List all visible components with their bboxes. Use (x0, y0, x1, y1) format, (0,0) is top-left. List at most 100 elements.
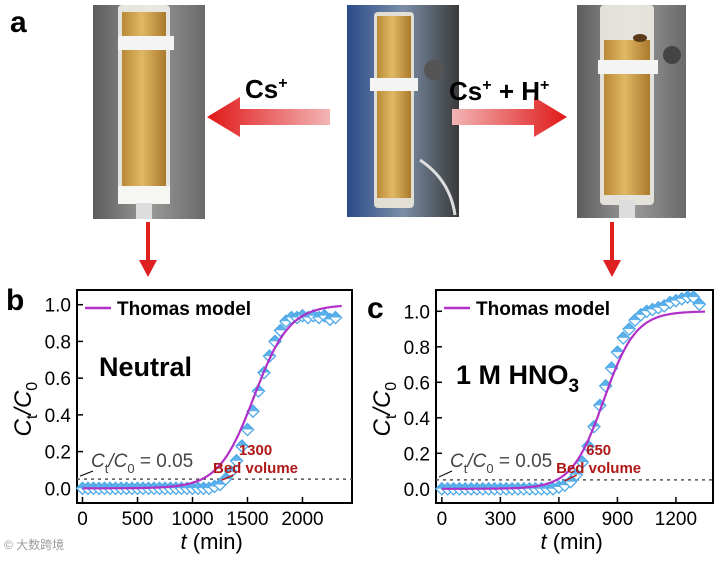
chart-b-marker-fill (269, 335, 281, 342)
chart-b-xlabel-part: (min) (187, 529, 243, 554)
chart-c-marker-fill (570, 468, 583, 475)
chart-c-thomas-curve (441, 310, 705, 490)
chart-c-xtick-label: 600 (543, 509, 575, 530)
chart-b-threshold-label: Ct/C0 = 0.05 (91, 451, 193, 476)
chart-b-ylabel-part: /C (10, 390, 37, 417)
arrow-left-label: Cs+ (245, 74, 288, 104)
chart-c-threshold-label-part: /C (465, 451, 486, 472)
chart-c-marker-fill (687, 291, 700, 298)
chart-b-ytick-label: 0.2 (45, 443, 71, 464)
watermark: © 大数跨境 (4, 538, 65, 552)
chart-b-frame (76, 289, 353, 504)
chart-b-threshold-label-part: C (91, 451, 105, 472)
chart-b-xtick-label: 1500 (226, 509, 268, 530)
chart-b-xtick-label: 1000 (171, 509, 213, 530)
chart-b-legend-label: Thomas model (117, 299, 251, 320)
chart-b-threshold-label-part: = 0.05 (135, 451, 194, 472)
chart-b-annotation-value: 1300 (239, 442, 272, 459)
chart-c-threshold-label-part: C (450, 451, 464, 472)
chart-c-marker-fill (605, 362, 618, 369)
chart-c-ylabel: Ct/C0 (369, 382, 400, 437)
chart-b-thomas-curve (82, 304, 342, 490)
chart-b-ylabel: Ct/C0 (10, 382, 41, 437)
arrow-down-left-icon (139, 222, 157, 277)
chart-b-ytick-label: 0.0 (45, 479, 71, 500)
chart-c-xlabel-part: (min) (547, 529, 603, 554)
chart-b-ylabel-part: C (10, 419, 37, 437)
chart-b-ylabel-part: 0 (24, 382, 41, 391)
chart-c-threshold-label-part: 0 (486, 461, 493, 476)
chart-b-threshold-label-part: 0 (127, 461, 134, 476)
panel-letter-c: c (367, 292, 384, 325)
chart-b-annotation-text: Bed volume (213, 460, 298, 477)
chart-c-annotation-text: Bed volume (556, 460, 641, 477)
chart-c-condition-label-part: 3 (569, 376, 580, 397)
chart-b-marker-fill (318, 309, 331, 316)
arrow-left-icon (207, 97, 330, 137)
arrow-down-right-icon (603, 222, 621, 277)
chart-b-marker-fill (274, 324, 287, 331)
chart-c-xtick-label: 300 (485, 509, 517, 530)
chart-b-xtick-label: 2000 (281, 509, 323, 530)
chart-b-xlabel: t (min) (181, 529, 243, 554)
chart-c-marker-fill (611, 346, 624, 353)
chart-c-condition-label: 1 M HNO3 (456, 360, 579, 397)
chart-c-ytick-label: 0.6 (404, 373, 430, 394)
chart-b-marker-fill (230, 454, 243, 461)
chart-c-marker-fill (617, 331, 630, 338)
chart-c-legend-label: Thomas model (476, 299, 610, 320)
photo-column-middle (347, 5, 459, 217)
chart-c-ytick-label: 0.2 (404, 444, 430, 465)
chart-b-ytick-label: 0.8 (45, 332, 71, 353)
arrow-right-icon (452, 97, 567, 137)
chart-b-threshold-label-part: /C (106, 451, 127, 472)
chart-b-threshold-label-part: t (105, 461, 109, 476)
chart-b-ylabel-part: t (24, 414, 41, 419)
photo-column-left (93, 5, 205, 219)
chart-b-marker-fill (225, 465, 237, 472)
chart-c-ylabel-part: /C (369, 390, 396, 417)
chart-c-ytick-label: 0.4 (404, 409, 431, 430)
chart-c-ylabel-part: C (369, 419, 396, 437)
chart-c-frame (435, 289, 714, 504)
chart-b-xtick-label: 500 (122, 509, 154, 530)
chart-c-ytick-label: 0.8 (404, 338, 430, 359)
chart-c-xtick-label: 0 (437, 509, 448, 530)
photo-column-right (577, 5, 686, 218)
chart-c-marker-fill (693, 298, 706, 305)
chart-b-xlabel-part: t (181, 529, 188, 554)
chart-c-marker-fill (576, 456, 589, 463)
chart-c-threshold-label-part: = 0.05 (494, 451, 553, 472)
chart-b-ytick-label: 0.4 (45, 406, 72, 427)
chart-c-threshold-label-part: t (464, 461, 468, 476)
chart-c-ylabel-part: 0 (383, 382, 400, 391)
arrow-right-label: Cs+ + H+ (449, 76, 549, 106)
chart-c-annotation-value: 650 (586, 442, 611, 459)
chart-c-annotation-pointer (564, 474, 577, 482)
chart-b-annotation-pointer (221, 474, 234, 481)
chart-c-condition-label-part: 1 M HNO (456, 360, 569, 390)
chart-c-ylabel-part: t (383, 414, 400, 419)
panel-letter-b: b (6, 284, 25, 317)
chart-c-xtick-label: 1200 (655, 509, 697, 530)
panel-letter-a: a (10, 6, 27, 39)
chart-b-marker-fill (241, 423, 254, 430)
chart-b-marker-fill (329, 311, 342, 318)
chart-c-xtick-label: 900 (602, 509, 634, 530)
chart-c-threshold-pointer (438, 470, 453, 478)
chart-c-marker-fill (623, 323, 636, 330)
chart-c-ytick-label: 0.0 (404, 480, 430, 501)
chart-b-marker-fill (236, 440, 248, 447)
chart-b-ytick-label: 0.6 (45, 369, 71, 390)
chart-b-condition-label: Neutral (99, 352, 192, 382)
chart-c-ytick-label: 1.0 (404, 302, 430, 323)
chart-c-xlabel: t (min) (541, 529, 603, 554)
chart-c-xlabel-part: t (541, 529, 548, 554)
chart-b-ytick-label: 1.0 (45, 296, 71, 317)
chart-b-xtick-label: 0 (77, 509, 88, 530)
chart-c-threshold-label: Ct/C0 = 0.05 (450, 451, 552, 476)
chart-b-threshold-pointer (79, 470, 94, 477)
